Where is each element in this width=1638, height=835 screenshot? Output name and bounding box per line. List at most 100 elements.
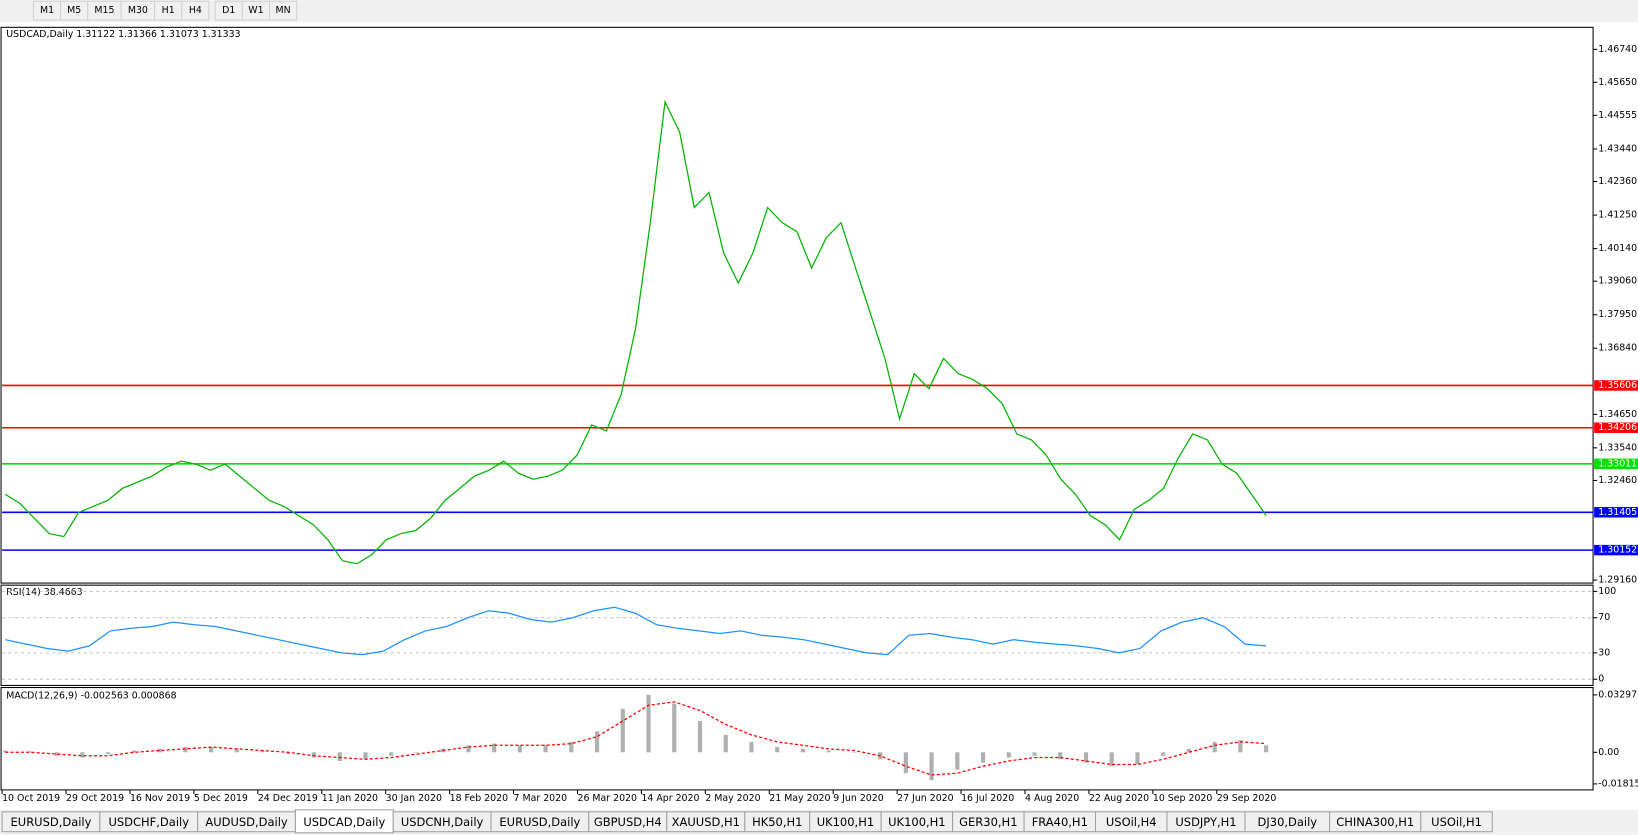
tab-label[interactable]: USDCAD,Daily xyxy=(303,815,385,829)
toolbar xyxy=(0,0,1638,23)
level-label: 1.35606 xyxy=(1598,380,1637,391)
macd-bar xyxy=(311,752,317,758)
macd-bar xyxy=(697,720,703,753)
macd-bar xyxy=(286,752,291,755)
x-tick-label: 21 May 2020 xyxy=(769,793,830,804)
macd-bar xyxy=(234,748,239,753)
y-tick-label: 1.36840 xyxy=(1598,343,1637,354)
timeframe-label[interactable]: H1 xyxy=(162,5,175,16)
macd-bar xyxy=(749,741,754,753)
macd-bar xyxy=(208,747,214,753)
timeframe-label[interactable]: M5 xyxy=(67,5,81,16)
x-tick-label: 26 Mar 2020 xyxy=(577,793,637,804)
x-tick-label: 4 Aug 2020 xyxy=(1025,793,1079,804)
timeframe-button[interactable] xyxy=(268,0,298,21)
tab-label[interactable]: UK100,H1 xyxy=(817,815,874,829)
tab-label[interactable]: USOil,H1 xyxy=(1431,815,1482,829)
tab-label[interactable]: EURUSD,Daily xyxy=(11,815,92,829)
tab-label[interactable]: UK100,H1 xyxy=(888,815,945,829)
x-tick-label: 11 Jan 2020 xyxy=(322,793,378,804)
signal-line xyxy=(5,701,1267,776)
tab-label[interactable]: FRA40,H1 xyxy=(1032,815,1088,829)
x-tick-label: 5 Dec 2019 xyxy=(194,793,248,804)
y-tick-label: 0 xyxy=(1598,674,1604,685)
level-label: 1.34206 xyxy=(1598,422,1637,433)
tab-label[interactable]: USOil,H4 xyxy=(1106,815,1157,829)
tab[interactable] xyxy=(1420,811,1493,833)
tab-label[interactable]: USDJPY,H1 xyxy=(1175,815,1236,829)
macd-bar xyxy=(852,752,857,753)
y-tick-label: 1.32460 xyxy=(1598,475,1637,486)
tab-label[interactable]: CHINA300,H1 xyxy=(1336,815,1414,829)
macd-title: MACD(12,26,9) -0.002563 0.000868 xyxy=(6,690,176,701)
chart-title: USDCAD,Daily 1.31122 1.31366 1.31073 1.3… xyxy=(6,29,240,40)
tab-label[interactable]: DJ30,Daily xyxy=(1258,815,1318,829)
tab-label[interactable]: USDCNH,Daily xyxy=(401,815,484,829)
timeframe-label[interactable]: MN xyxy=(276,5,291,16)
macd-bar xyxy=(723,734,728,753)
y-tick-label: 1.37950 xyxy=(1598,309,1637,320)
tab-label[interactable]: GBPUSD,H4 xyxy=(594,815,662,829)
y-tick-label: 1.33540 xyxy=(1598,442,1637,453)
timeframe-label[interactable]: M1 xyxy=(40,5,54,16)
timeframe-label[interactable]: M30 xyxy=(128,5,148,16)
macd-bar xyxy=(389,752,394,756)
tab-label[interactable]: EURUSD,Daily xyxy=(499,815,580,829)
macd-bar xyxy=(1058,752,1063,760)
x-tick-label: 29 Sep 2020 xyxy=(1217,793,1277,804)
timeframe-label[interactable]: W1 xyxy=(248,5,263,16)
timeframe-label[interactable]: M15 xyxy=(94,5,114,16)
macd-bar xyxy=(54,752,59,756)
timeframe-label[interactable]: H4 xyxy=(189,5,202,16)
y-tick-label: 1.44555 xyxy=(1598,110,1637,121)
y-tick-label: 0.032972 xyxy=(1598,689,1638,700)
tab-label[interactable]: XAUUSD,H1 xyxy=(672,815,740,829)
rsi-title: RSI(14) 38.4663 xyxy=(6,587,82,598)
tab-label[interactable]: GER30,H1 xyxy=(959,815,1017,829)
macd-bar xyxy=(1186,748,1191,753)
x-tick-label: 7 Mar 2020 xyxy=(514,793,568,804)
macd-bar xyxy=(672,703,677,753)
timeframe-button[interactable] xyxy=(181,0,210,21)
y-tick-label: 1.34650 xyxy=(1598,409,1637,420)
level-tag xyxy=(1594,544,1638,556)
level-label: 1.30152 xyxy=(1598,545,1637,556)
x-tick-label: 2 May 2020 xyxy=(705,793,760,804)
y-tick-label: 1.29160 xyxy=(1598,575,1637,586)
macd-bar xyxy=(826,750,831,753)
y-tick-label: -0.018154 xyxy=(1598,778,1638,789)
macd-bar xyxy=(1212,741,1217,753)
level-tag xyxy=(1594,507,1638,518)
x-tick-label: 16 Jul 2020 xyxy=(961,793,1014,804)
x-tick-label: 10 Sep 2020 xyxy=(1153,793,1213,804)
macd-bar xyxy=(1032,752,1037,756)
y-tick-label: 1.46740 xyxy=(1598,44,1637,55)
macd-bar xyxy=(131,750,136,753)
macd-bar xyxy=(363,752,368,760)
macd-bar xyxy=(106,752,111,755)
macd-bar xyxy=(1083,752,1089,763)
series-line xyxy=(4,99,1267,565)
x-tick-label: 22 Aug 2020 xyxy=(1089,793,1149,804)
macd-bar xyxy=(337,752,342,762)
macd-bar xyxy=(1264,745,1269,753)
macd-bar xyxy=(517,745,522,753)
tab-label[interactable]: USDCHF,Daily xyxy=(108,815,189,829)
tab-label[interactable]: AUDUSD,Daily xyxy=(205,815,288,829)
level-label: 1.33011 xyxy=(1598,458,1637,469)
x-tick-label: 30 Jan 2020 xyxy=(386,793,442,804)
macd-bar xyxy=(955,752,960,770)
macd-bar xyxy=(183,747,188,753)
tab-label[interactable]: HK50,H1 xyxy=(752,815,802,829)
macd-bar xyxy=(1006,752,1011,758)
y-tick-label: 100 xyxy=(1598,586,1616,597)
x-tick-label: 27 Jun 2020 xyxy=(897,793,954,804)
macd-bar xyxy=(800,748,806,753)
main-panel xyxy=(0,26,1594,584)
y-tick-label: 1.39060 xyxy=(1598,276,1637,287)
macd-bar xyxy=(929,752,934,781)
y-tick-label: 1.42360 xyxy=(1598,176,1637,187)
macd-bar xyxy=(466,745,471,753)
timeframe-label[interactable]: D1 xyxy=(222,5,235,16)
